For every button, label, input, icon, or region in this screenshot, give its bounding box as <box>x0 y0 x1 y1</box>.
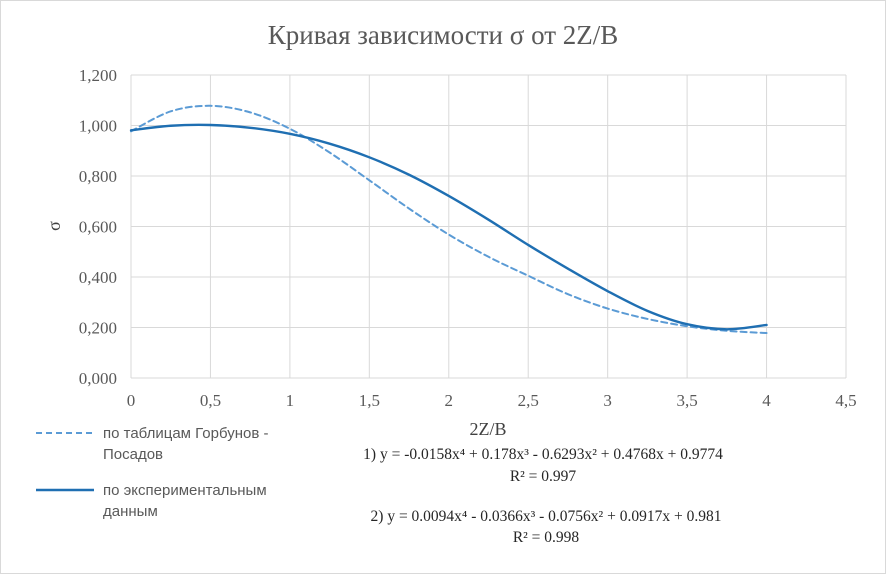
legend-label-dashed-line1: по таблицам Горбунов - <box>103 425 268 442</box>
series-group <box>129 104 768 335</box>
y-tick-label: 1,000 <box>79 117 117 136</box>
trendline-equations: 1) y = -0.0158x⁴ + 0.178x³ - 0.6293x² + … <box>363 446 723 546</box>
x-axis-label: 2Z/B <box>469 419 506 439</box>
legend-label-dashed-line2: Посадов <box>103 446 163 463</box>
equation-2: 2) y = 0.0094x⁴ - 0.0366x³ - 0.0756x² + … <box>371 508 722 525</box>
x-tick-label: 3 <box>603 391 612 410</box>
y-tick-label: 0,800 <box>79 167 117 186</box>
x-tick-label: 0,5 <box>200 391 221 410</box>
r-squared-2: R² = 0.998 <box>513 529 580 546</box>
x-tick-label: 2,5 <box>518 391 539 410</box>
x-tick-label: 0 <box>127 391 136 410</box>
legend-label-solid-line2: данным <box>103 503 158 520</box>
y-tick-labels: 0,000 0,200 0,400 0,600 0,800 1,000 1,200 <box>79 66 117 388</box>
x-tick-label: 3,5 <box>676 391 697 410</box>
chart-title: Кривая зависимости σ от 2Z/B <box>268 20 619 50</box>
x-tick-labels: 0 0,5 1 1,5 2 2,5 3 3,5 4 4,5 <box>127 391 857 410</box>
r-squared-1: R² = 0.997 <box>510 468 577 485</box>
y-tick-label: 0,600 <box>79 218 117 237</box>
y-tick-label: 1,200 <box>79 66 117 85</box>
x-tick-label: 4,5 <box>835 391 856 410</box>
y-axis-label: σ <box>44 221 64 231</box>
x-tick-label: 1,5 <box>359 391 380 410</box>
x-tick-label: 4 <box>762 391 771 410</box>
series-line-solid <box>129 123 768 331</box>
legend-label-solid-line1: по экспериментальным <box>103 482 267 499</box>
x-tick-label: 1 <box>286 391 295 410</box>
x-tick-label: 2 <box>445 391 454 410</box>
y-tick-label: 0,200 <box>79 319 117 338</box>
grid <box>130 74 847 379</box>
y-tick-label: 0,000 <box>79 369 117 388</box>
y-tick-label: 0,400 <box>79 268 117 287</box>
legend: по таблицам Горбунов - Посадов по экспер… <box>36 425 268 520</box>
equation-1: 1) y = -0.0158x⁴ + 0.178x³ - 0.6293x² + … <box>363 446 723 463</box>
series-line-dashed <box>130 104 768 335</box>
